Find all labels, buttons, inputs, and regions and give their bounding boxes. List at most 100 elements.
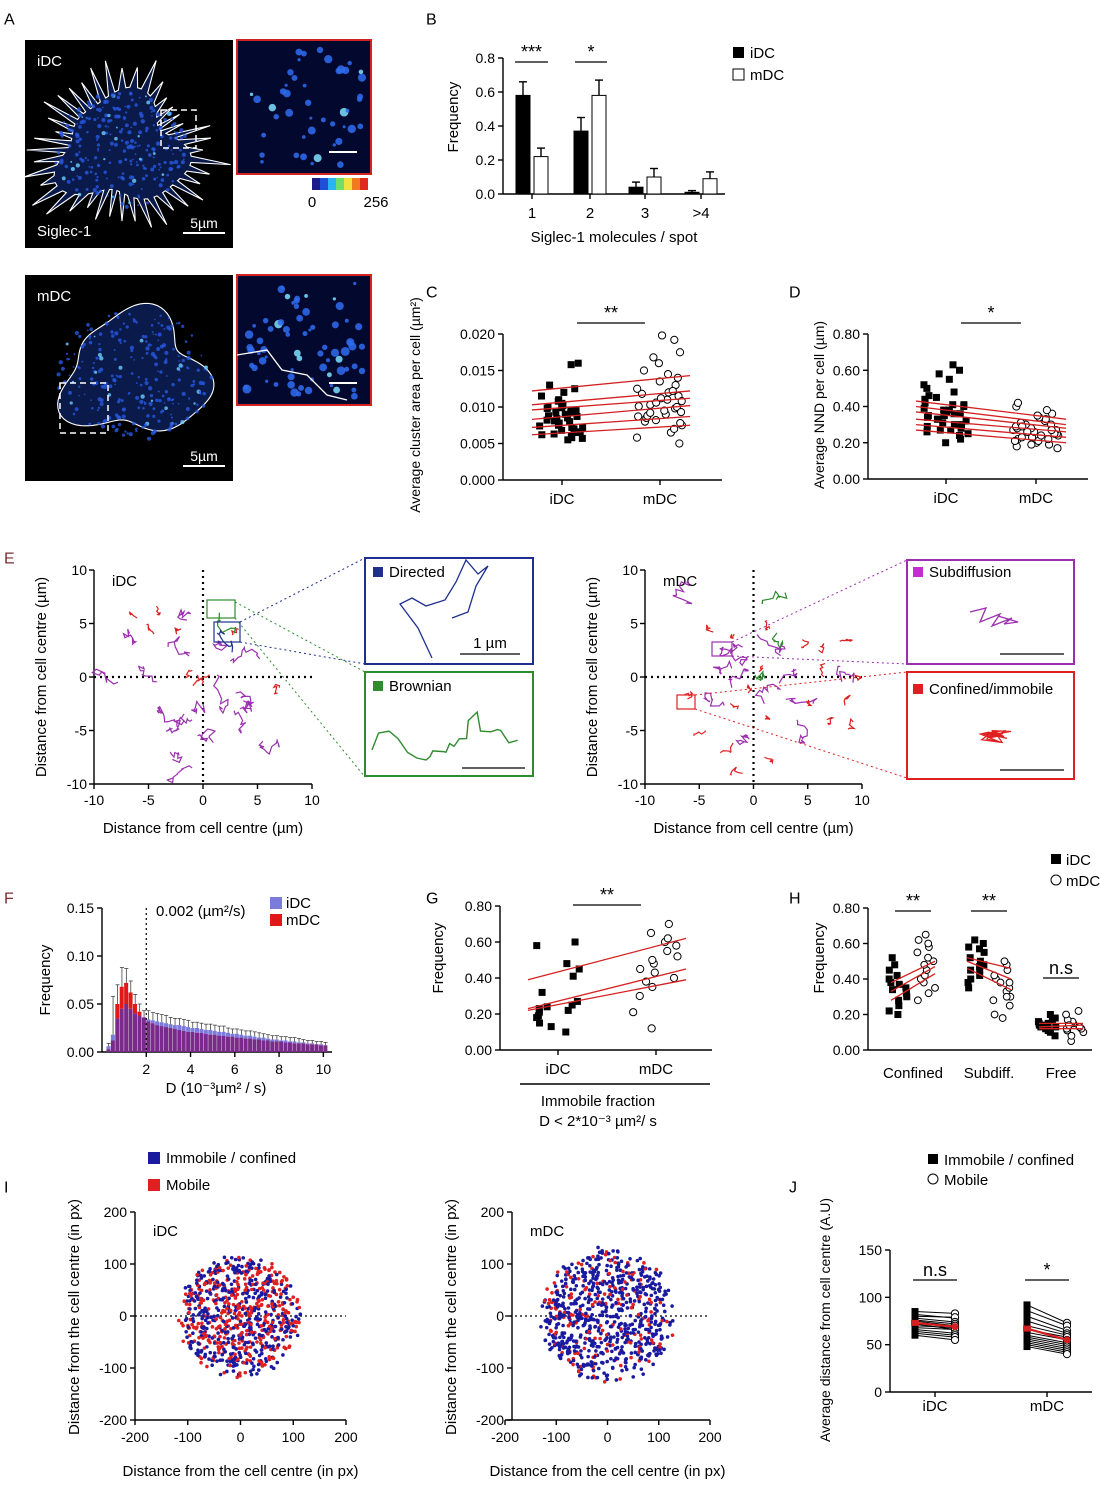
f-bar-iDC xyxy=(217,1031,222,1036)
i-point-mobile xyxy=(218,1340,223,1345)
signal-spot xyxy=(171,123,175,127)
d-point-mdc xyxy=(1013,398,1023,407)
c-point-mdc xyxy=(634,402,643,411)
g-paired-line xyxy=(527,968,687,1010)
signal-spot xyxy=(143,401,146,404)
e-track-confined xyxy=(705,624,714,633)
h-point-idc xyxy=(975,945,983,953)
i-point-mobile xyxy=(223,1327,227,1331)
i-point-immobile xyxy=(231,1264,236,1269)
i-point-immobile xyxy=(557,1316,562,1321)
i-point-immobile xyxy=(254,1282,258,1287)
signal-spot xyxy=(146,144,150,148)
e-track-confined xyxy=(764,715,771,721)
signal-spot xyxy=(103,170,107,174)
signal-spot xyxy=(121,176,125,181)
f-x-tick-label: 6 xyxy=(231,1061,239,1077)
signal-spot xyxy=(95,191,100,196)
inset-spot xyxy=(242,384,252,394)
signal-spot xyxy=(169,160,174,165)
inset-spot xyxy=(329,121,336,127)
e-track-subdiffusion xyxy=(235,691,254,707)
i-point-mobile xyxy=(187,1302,192,1307)
i-point-mobile xyxy=(294,1324,299,1329)
signal-spot xyxy=(137,204,140,207)
i-point-immobile xyxy=(620,1277,625,1282)
i-point-mobile xyxy=(281,1321,285,1325)
e-x-tick-label: 0 xyxy=(750,792,758,808)
inset-spot xyxy=(357,73,367,82)
inset-spot xyxy=(357,123,364,130)
g-point-idc xyxy=(569,972,577,980)
i-point-immobile xyxy=(633,1341,638,1346)
d-point-idc xyxy=(945,375,953,383)
signal-spot xyxy=(103,99,106,103)
scalebar-label: 5µm xyxy=(190,448,218,464)
i-point-mobile xyxy=(257,1359,261,1363)
h-significance: n.s xyxy=(1049,958,1073,978)
g-point-idc xyxy=(534,1012,542,1020)
i-point-immobile xyxy=(579,1367,584,1372)
i-point-immobile xyxy=(616,1307,621,1312)
i-point-immobile xyxy=(574,1339,578,1344)
colorbar-min-label: 0 xyxy=(308,194,316,211)
d-point-idc xyxy=(950,410,958,418)
i-point-immobile xyxy=(606,1295,611,1299)
signal-spot xyxy=(107,125,110,128)
i-point-immobile xyxy=(212,1314,216,1319)
inset-spot xyxy=(294,295,301,302)
signal-spot xyxy=(70,166,75,172)
signal-spot xyxy=(82,342,86,346)
i-point-mobile xyxy=(249,1322,253,1327)
signal-spot xyxy=(98,347,102,352)
d-point-idc xyxy=(955,432,963,439)
i-point-immobile xyxy=(187,1299,192,1303)
g-point-idc xyxy=(563,960,571,968)
i-point-immobile xyxy=(242,1342,247,1347)
signal-spot xyxy=(135,429,138,433)
f-bar-overlap xyxy=(265,1040,270,1052)
i-point-mobile xyxy=(192,1325,196,1330)
signal-spot xyxy=(155,112,161,117)
i-point-mobile xyxy=(201,1336,205,1341)
signal-spot xyxy=(170,117,174,120)
inset-spot xyxy=(358,343,366,350)
b-y-axis-tick-label: 0.4 xyxy=(476,118,496,134)
e-inset-brownian xyxy=(364,671,534,777)
d-point-idc xyxy=(956,366,964,374)
e-track-confined xyxy=(185,669,193,679)
i-point-mobile xyxy=(277,1287,282,1292)
marker-label: Siglec-1 xyxy=(37,223,91,240)
f-bar-iDC xyxy=(318,1044,323,1046)
i-point-immobile xyxy=(208,1267,212,1271)
i-point-immobile xyxy=(253,1277,258,1282)
signal-spot xyxy=(97,147,100,150)
f-bar-iDC xyxy=(305,1043,310,1045)
inset-spot xyxy=(287,69,294,76)
colorbar-segment xyxy=(360,178,368,190)
i-point-immobile xyxy=(560,1284,565,1289)
i-x-tick-label: 100 xyxy=(282,1429,306,1445)
f-bar-iDC xyxy=(256,1037,261,1040)
j-paired-line xyxy=(914,1319,956,1325)
i-point-mobile xyxy=(564,1284,569,1289)
i-point-mobile xyxy=(236,1303,240,1307)
i-point-immobile xyxy=(558,1311,562,1315)
f-x-axis-title: D (10⁻³µm² / s) xyxy=(166,1080,267,1097)
inset-spot xyxy=(301,135,306,139)
i-point-mobile xyxy=(199,1288,204,1293)
f-bar-iDC xyxy=(274,1039,279,1042)
i-point-mobile xyxy=(255,1301,259,1306)
signal-spot xyxy=(110,93,115,98)
i-point-immobile xyxy=(543,1338,548,1342)
i-x-tick-label: 100 xyxy=(647,1429,671,1445)
i-point-immobile xyxy=(230,1316,235,1320)
inset-spot xyxy=(256,351,261,356)
i-point-immobile xyxy=(662,1293,666,1297)
signal-spot xyxy=(145,201,150,205)
signal-spot xyxy=(142,406,145,410)
i-point-immobile xyxy=(244,1322,248,1326)
c-point-mdc xyxy=(646,408,655,417)
